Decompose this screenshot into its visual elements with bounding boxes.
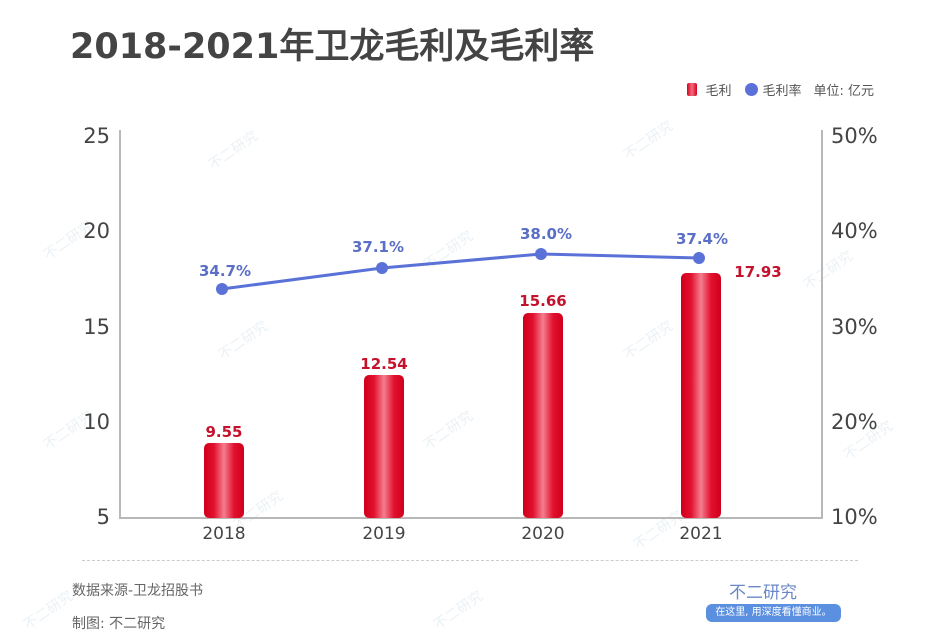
line-point-2019 <box>376 262 388 274</box>
legend: 毛利 毛利率 单位: 亿元 <box>687 80 874 99</box>
line-point-2020 <box>535 248 547 260</box>
footer-divider <box>82 560 858 561</box>
left-axis-tick: 20 <box>83 219 110 243</box>
x-axis-tick: 2020 <box>521 524 565 544</box>
left-axis-line <box>119 130 121 519</box>
x-axis-tick: 2021 <box>679 524 723 544</box>
left-axis-tick: 10 <box>83 410 110 434</box>
right-axis-line <box>821 130 823 519</box>
left-axis-tick: 5 <box>96 505 110 529</box>
line-value-label: 38.0% <box>519 225 573 243</box>
line-point-2018 <box>216 283 228 295</box>
unit-label: 单位: 亿元 <box>813 84 874 99</box>
bar-value-label: 15.66 <box>519 292 567 310</box>
credit-note: 制图: 不二研究 <box>72 616 166 632</box>
x-axis-tick: 2018 <box>202 524 246 544</box>
right-axis-tick: 50% <box>831 124 878 148</box>
line-value-label: 37.4% <box>675 230 729 248</box>
source-note: 数据来源-卫龙招股书 <box>72 583 204 599</box>
legend-line-label: 毛利率 <box>762 84 802 99</box>
x-axis-line <box>119 517 823 519</box>
brand-slogan: 在这里, 用深度看懂商业。 <box>706 604 841 622</box>
line-value-label: 34.7% <box>198 262 252 280</box>
bar-2021 <box>681 273 721 518</box>
bar-value-label: 9.55 <box>205 423 243 441</box>
right-axis-tick: 10% <box>831 505 878 529</box>
line-value-label: 37.1% <box>351 238 405 256</box>
bar-legend-swatch-icon <box>687 83 698 96</box>
brand-logo: 不二研究 <box>729 583 797 603</box>
legend-bar-label: 毛利 <box>705 84 732 99</box>
right-axis-tick: 40% <box>831 219 878 243</box>
line-point-2021 <box>693 252 705 264</box>
line-legend-swatch-icon <box>745 83 759 96</box>
left-axis-tick: 25 <box>83 124 110 148</box>
right-axis-tick: 20% <box>831 410 878 434</box>
bar-value-label: 17.93 <box>734 263 782 281</box>
bar-value-label: 12.54 <box>360 355 408 373</box>
right-axis-tick: 30% <box>831 315 878 339</box>
bar-2019 <box>364 375 404 518</box>
bar-2018 <box>204 443 244 518</box>
left-axis-tick: 15 <box>83 315 110 339</box>
bar-2020 <box>523 313 563 518</box>
x-axis-tick: 2019 <box>362 524 406 544</box>
chart-title: 2018-2021年卫龙毛利及毛利率 <box>70 27 595 67</box>
